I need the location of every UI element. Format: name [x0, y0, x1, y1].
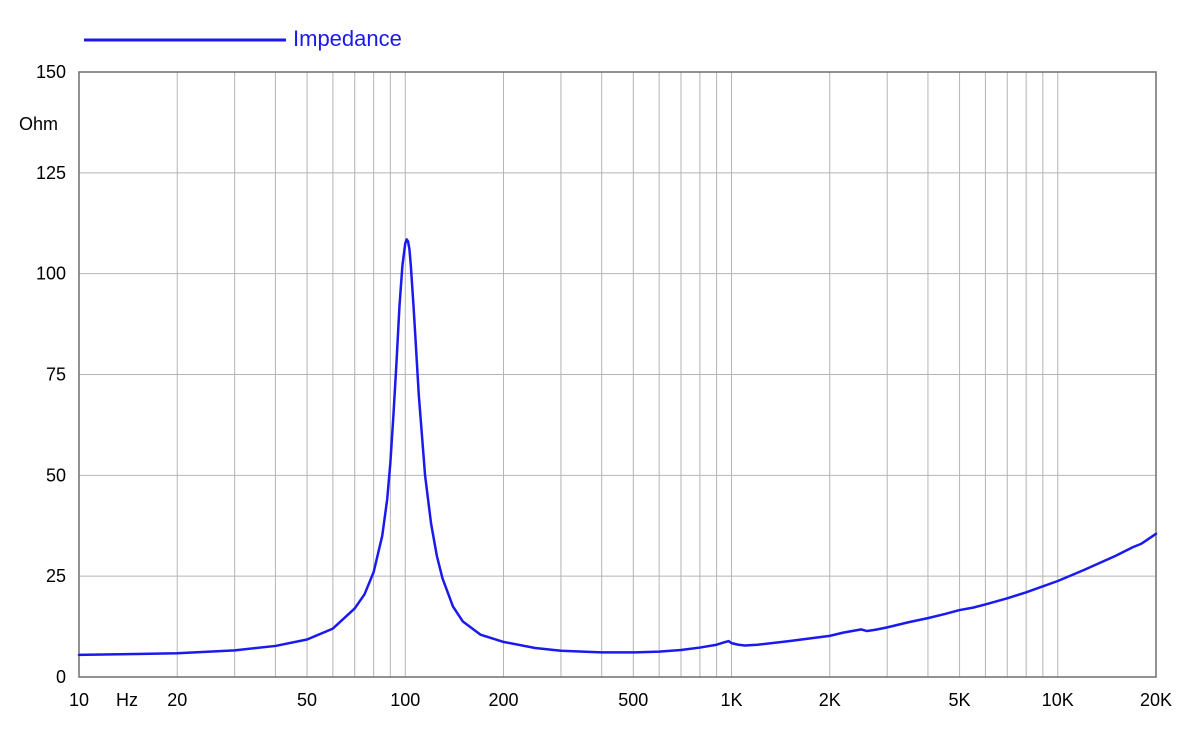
- y-axis-label: Ohm: [19, 114, 58, 134]
- x-tick-label: 10: [69, 690, 89, 710]
- x-tick-label: 200: [488, 690, 518, 710]
- x-tick-label: 1K: [721, 690, 743, 710]
- y-tick-label: 50: [46, 465, 66, 485]
- y-tick-label: 0: [56, 667, 66, 687]
- x-tick-label: 2K: [819, 690, 841, 710]
- plot-frame: [78, 71, 1157, 678]
- y-tick-label: 75: [46, 365, 66, 385]
- grid-lines: [79, 72, 1156, 677]
- x-tick-label: 20: [167, 690, 187, 710]
- x-tick-label: 500: [618, 690, 648, 710]
- y-tick-label: 100: [36, 264, 66, 284]
- x-axis-unit: Hz: [116, 690, 138, 710]
- y-tick-label: 150: [36, 62, 66, 82]
- y-tick-label: 25: [46, 566, 66, 586]
- impedance-series-line: [77, 238, 1158, 657]
- x-tick-label: 10K: [1042, 690, 1074, 710]
- x-tick-label: 50: [297, 690, 317, 710]
- tick-labels: 0 25 50 75 100 125 150 10 20 50 100 200 500 1K 2K 5K 10K…: [36, 62, 1172, 710]
- legend: Impedance: [84, 26, 402, 51]
- x-tick-label: 100: [390, 690, 420, 710]
- y-tick-label: 125: [36, 163, 66, 183]
- x-tick-label: 20K: [1140, 690, 1172, 710]
- x-tick-label: 5K: [949, 690, 971, 710]
- legend-label-impedance: Impedance: [293, 26, 402, 51]
